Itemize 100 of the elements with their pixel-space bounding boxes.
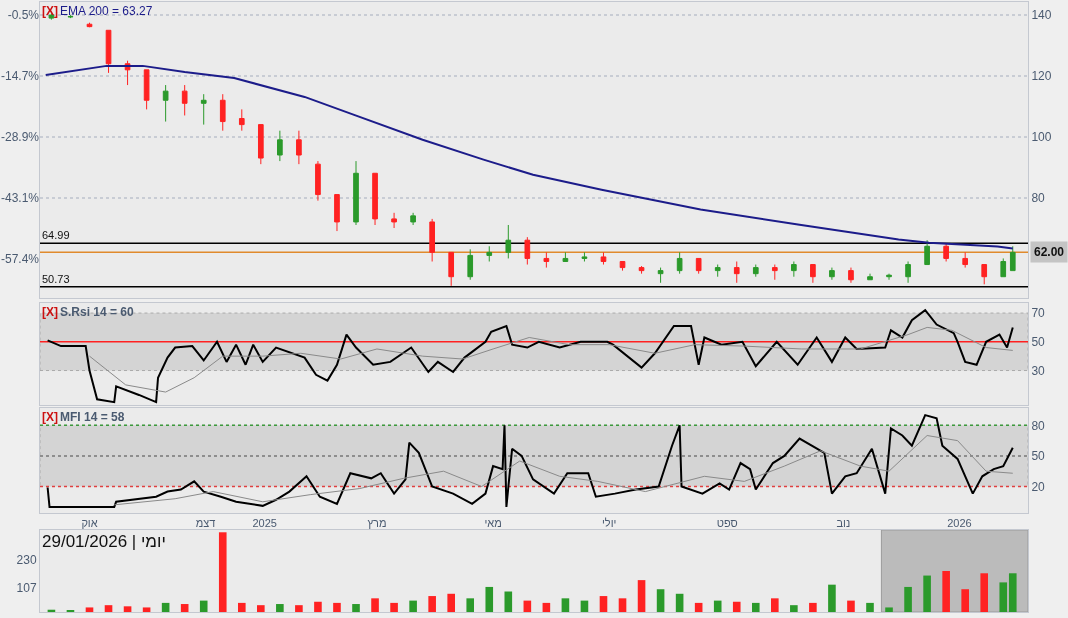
chart-title: S.Rsi 14 = 60	[60, 305, 135, 319]
candlestick	[924, 239, 930, 266]
candlestick	[238, 108, 245, 132]
candlestick	[829, 267, 835, 281]
ref-line-label: 62.00	[1034, 245, 1065, 259]
candlestick	[638, 265, 645, 275]
y-tick-label: 80	[1031, 190, 1046, 205]
bar	[828, 584, 836, 612]
candlestick	[981, 264, 988, 285]
candlestick	[771, 264, 778, 281]
bar	[276, 604, 284, 612]
candlestick	[353, 160, 359, 226]
bar	[428, 596, 436, 612]
y2-tick-label: -28.9%	[0, 129, 40, 144]
bar	[104, 605, 113, 612]
candlestick	[410, 212, 416, 226]
candlestick	[562, 251, 569, 262]
bar	[180, 604, 189, 612]
candlestick	[733, 260, 740, 284]
y-tick-label: 20	[1031, 479, 1046, 494]
bar	[961, 589, 969, 612]
bar	[352, 604, 360, 612]
bar	[656, 589, 665, 612]
candlestick	[905, 260, 911, 284]
candlestick	[486, 245, 493, 262]
candlestick	[543, 251, 550, 269]
bar	[732, 601, 741, 612]
bar	[904, 586, 912, 612]
bar	[618, 598, 627, 612]
bar	[866, 602, 874, 612]
annotation: [X]	[42, 410, 58, 424]
candlestick	[334, 194, 340, 232]
bar	[980, 573, 989, 612]
candlestick	[372, 172, 378, 226]
y-tick-label: 80	[1031, 418, 1046, 433]
x-tick-label: מאי	[484, 517, 502, 530]
bar	[999, 582, 1008, 612]
bar	[161, 602, 170, 612]
bar	[371, 598, 379, 612]
candlestick	[619, 260, 626, 272]
line-series	[44, 64, 1014, 250]
candlestick	[676, 251, 683, 275]
candlestick	[1009, 245, 1016, 272]
candlestick	[181, 84, 188, 116]
x-tick-label: 2025	[252, 517, 277, 530]
bar	[637, 580, 646, 612]
bar	[409, 600, 417, 612]
bar	[561, 598, 570, 612]
annotation: [X]	[42, 4, 58, 18]
y-tick-label: 30	[1031, 363, 1046, 378]
candlestick	[962, 251, 969, 269]
bar	[485, 586, 494, 612]
x-tick-label: יולי	[601, 517, 617, 530]
bar	[675, 593, 684, 612]
candlestick	[448, 251, 455, 287]
x-tick-label: 2026	[947, 517, 972, 530]
ref-line-label: 64.99	[42, 229, 70, 241]
bar	[466, 598, 475, 612]
candlestick	[848, 267, 854, 284]
bar	[85, 607, 94, 612]
candlestick	[524, 236, 531, 266]
candlestick	[752, 264, 759, 278]
y2-tick-label: -57.4%	[0, 251, 40, 266]
bar	[1008, 573, 1017, 612]
bar	[713, 600, 722, 612]
line-series	[89, 326, 1014, 393]
bar	[542, 602, 551, 612]
candlestick	[695, 257, 702, 275]
candlestick	[867, 273, 873, 281]
bar	[447, 593, 455, 612]
bar	[942, 571, 950, 612]
candlestick	[143, 69, 150, 110]
candlestick	[257, 124, 264, 165]
candlestick	[657, 267, 664, 284]
bar	[694, 602, 703, 612]
bar	[142, 607, 151, 612]
candlestick	[219, 93, 226, 132]
bar	[504, 591, 513, 612]
x-tick-label: אוק	[81, 517, 98, 530]
bar	[333, 602, 341, 612]
candlestick	[277, 130, 283, 162]
bar	[790, 605, 798, 612]
bar	[885, 607, 893, 612]
ref-line-label: 50.73	[42, 273, 70, 285]
x-tick-label: מרץ	[367, 517, 387, 530]
x-tick-label: ספט	[716, 517, 738, 530]
candlestick	[391, 212, 397, 229]
candlestick	[67, 14, 74, 19]
bar	[314, 601, 322, 612]
candlestick	[791, 260, 797, 278]
y-tick-label: 107	[16, 580, 37, 595]
candlestick	[467, 248, 474, 281]
candlestick	[200, 93, 207, 126]
bar	[218, 532, 227, 612]
bar	[257, 605, 265, 612]
y2-tick-label: -0.5%	[7, 8, 40, 23]
bar	[847, 600, 855, 612]
chart-title: יומי | 29/01/2026	[42, 532, 166, 551]
y-tick-label: 140	[1031, 8, 1052, 23]
bar	[123, 606, 132, 612]
